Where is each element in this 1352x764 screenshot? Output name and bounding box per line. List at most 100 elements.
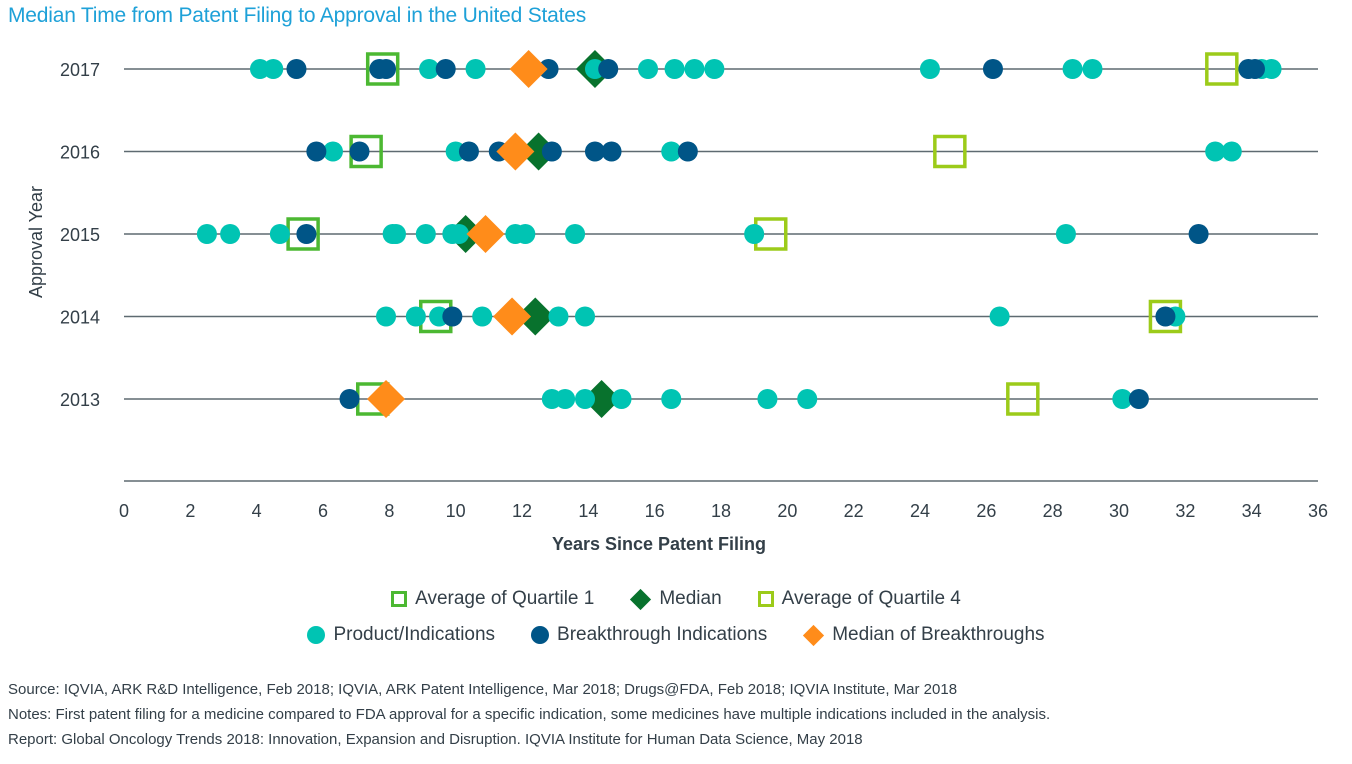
product-point	[196, 224, 217, 244]
product-point	[376, 306, 397, 327]
median-breakthrough-marker	[496, 132, 535, 171]
square-icon	[391, 591, 408, 607]
report-note: Report: Global Oncology Trends 2018: Inn…	[8, 731, 863, 748]
x-tick-label: 36	[1308, 501, 1328, 521]
product-point	[405, 306, 426, 327]
x-tick-label: 6	[318, 501, 328, 521]
product-point	[1082, 59, 1103, 79]
x-tick-label: 24	[910, 501, 930, 521]
legend-row-1: Average of Quartile 1 Median Average of …	[0, 588, 1352, 610]
y-tick-label: 2014	[60, 308, 100, 328]
row-2013	[339, 380, 1149, 418]
x-tick-label: 12	[512, 501, 532, 521]
x-tick-label: 20	[777, 501, 797, 521]
product-point	[661, 141, 682, 162]
legend-row-2: Product/Indications Breakthrough Indicat…	[0, 624, 1352, 646]
breakthrough-point	[458, 141, 479, 162]
product-point	[220, 224, 241, 244]
x-tick-label: 28	[1043, 501, 1063, 521]
y-tick-label: 2016	[60, 143, 100, 163]
breakthrough-point	[1188, 224, 1209, 244]
product-point	[263, 59, 284, 79]
breakthrough-point	[376, 59, 397, 79]
footnotes: Source: IQVIA, ARK R&D Intelligence, Feb…	[8, 677, 1050, 752]
product-point	[415, 224, 436, 244]
product-point	[664, 59, 685, 79]
y-tick-label: 2013	[60, 390, 100, 410]
legend-label: Product/Indications	[333, 624, 496, 645]
breakthrough-point	[435, 59, 456, 79]
y-axis-title: Approval Year	[26, 186, 46, 298]
product-point	[575, 389, 596, 409]
product-point	[757, 389, 778, 409]
y-tick-label: 2017	[60, 60, 100, 80]
product-point	[448, 224, 469, 244]
legend-item-quartile1: Average of Quartile 1	[391, 588, 594, 610]
median-breakthrough-marker	[466, 215, 505, 253]
row-2016	[306, 132, 1242, 171]
product-point	[638, 59, 659, 79]
product-point	[1261, 59, 1282, 79]
circle-icon	[307, 626, 326, 644]
circle-icon	[531, 626, 550, 644]
median-breakthrough-marker	[367, 380, 406, 418]
legend-item-median-breakthrough: Median of Breakthroughs	[803, 624, 1045, 646]
legend-item-product: Product/Indications	[307, 624, 495, 646]
x-tick-label: 4	[252, 501, 262, 521]
x-tick-label: 18	[711, 501, 731, 521]
breakthrough-point	[538, 59, 559, 79]
product-point	[565, 224, 586, 244]
quartile4-marker	[1006, 382, 1040, 416]
y-tick-labels: 2017 2016 2015 2014 2013	[60, 60, 100, 410]
product-point	[797, 389, 818, 409]
product-point	[575, 306, 596, 327]
legend-label: Breakthrough Indications	[557, 624, 768, 645]
product-point	[611, 389, 632, 409]
breakthrough-point	[442, 306, 463, 327]
notes-note: Notes: First patent filing for a medicin…	[8, 706, 1051, 723]
breakthrough-point	[584, 141, 605, 162]
breakthrough-point	[296, 224, 317, 244]
x-tick-label: 22	[844, 501, 864, 521]
product-point	[419, 59, 440, 79]
legend-label: Average of Quartile 4	[781, 588, 961, 609]
product-point	[548, 306, 569, 327]
breakthrough-point	[1244, 59, 1265, 79]
breakthrough-point	[339, 389, 360, 409]
median-marker	[582, 380, 621, 418]
x-axis-title: Years Since Patent Filing	[552, 534, 766, 554]
chart-title: Median Time from Patent Filing to Approv…	[8, 4, 587, 27]
product-point	[1112, 389, 1133, 409]
breakthrough-point	[601, 141, 622, 162]
gridlines	[124, 68, 1318, 482]
breakthrough-point	[286, 59, 307, 79]
quartile4-marker	[933, 134, 967, 169]
legend-label: Median	[659, 588, 722, 609]
breakthrough-point	[677, 141, 698, 162]
product-point	[322, 141, 343, 162]
square-icon	[757, 591, 774, 607]
quartile4-marker	[1205, 52, 1239, 86]
breakthrough-point	[1128, 389, 1149, 409]
row-2014	[376, 297, 1186, 336]
breakthrough-point	[1155, 306, 1176, 327]
breakthrough-point	[306, 141, 327, 162]
product-point	[704, 59, 725, 79]
legend-item-quartile4: Average of Quartile 4	[757, 588, 961, 610]
product-point	[989, 306, 1010, 327]
breakthrough-point	[982, 59, 1003, 79]
product-point	[1062, 59, 1083, 79]
breakthrough-point	[598, 59, 619, 79]
x-tick-label: 30	[1109, 501, 1129, 521]
product-point	[385, 224, 406, 244]
x-tick-label: 0	[119, 501, 129, 521]
x-tick-label: 8	[384, 501, 394, 521]
diamond-icon	[803, 624, 825, 646]
product-point	[919, 59, 940, 79]
x-tick-label: 2	[185, 501, 195, 521]
median-breakthrough-marker	[493, 297, 532, 336]
legend-item-breakthrough: Breakthrough Indications	[531, 624, 767, 646]
x-tick-label: 16	[645, 501, 665, 521]
x-tick-labels: 0 2 4 6 8 10 12 14 16 18 20 22 24 26 28 30 32 34 36	[119, 501, 1328, 521]
